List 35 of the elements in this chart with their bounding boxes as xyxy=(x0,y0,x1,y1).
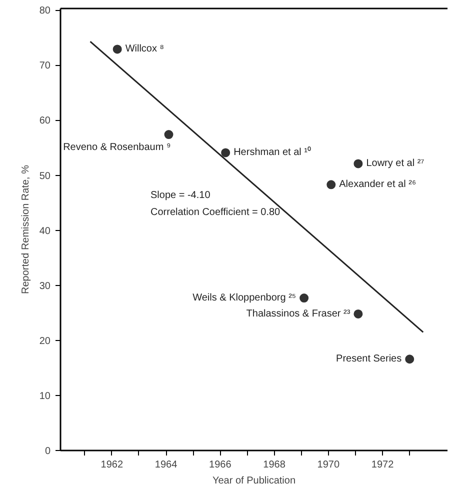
annotation: Slope = -4.10 xyxy=(150,190,211,201)
y-tick-label: 50 xyxy=(39,170,51,182)
x-tick-label: 1970 xyxy=(317,460,340,470)
x-axis-title: Year of Publication xyxy=(212,476,296,486)
annotation: Alexander et al ²⁶ xyxy=(339,179,416,190)
point xyxy=(326,180,336,190)
y-tick-label: 60 xyxy=(39,116,51,127)
point xyxy=(164,130,174,140)
point xyxy=(221,148,230,158)
annotation: Reveno & Rosenbaum ⁹ xyxy=(63,142,171,154)
point xyxy=(300,294,309,303)
y-tick-label: 0 xyxy=(44,446,51,457)
point xyxy=(354,310,363,318)
annotation: Lowry et al ²⁷ xyxy=(366,158,425,170)
x-tick-label: 1972 xyxy=(371,460,394,470)
point xyxy=(405,354,414,364)
point xyxy=(112,44,122,54)
annotation: Correlation Coefficient = 0.80 xyxy=(150,207,281,218)
annotation: Willcox ⁸ xyxy=(125,44,164,55)
annotation: Present Series xyxy=(336,354,402,365)
annotation: Thalassinos & Fraser ²³ xyxy=(246,308,351,320)
x-tick-label: 1962 xyxy=(100,460,124,470)
y-tick-label: 10 xyxy=(39,390,51,402)
x-tick-label: 1966 xyxy=(209,460,232,470)
point xyxy=(354,159,363,168)
y-tick-label: 80 xyxy=(39,6,51,17)
y-tick-label: 40 xyxy=(39,226,51,237)
annotation: Hershman et al ¹⁰ xyxy=(234,146,312,158)
annotation: Weils & Kloppenborg ²⁵ xyxy=(192,292,296,304)
y-tick-label: 20 xyxy=(39,336,51,347)
x-tick-label: 1964 xyxy=(154,460,178,470)
x-tick-label: 1968 xyxy=(263,460,286,470)
y-tick-label: 70 xyxy=(39,60,51,72)
y-axis-title: Reported Remission Rate, % xyxy=(20,164,32,294)
y-tick-label: 30 xyxy=(39,280,51,292)
